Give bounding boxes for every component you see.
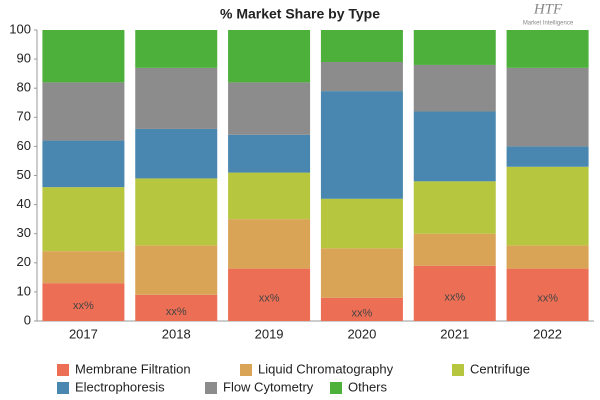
value-label: xx% — [352, 307, 373, 319]
legend-label: Membrane Filtration — [75, 361, 191, 376]
value-label: xx% — [166, 306, 187, 318]
x-tick-label: 2022 — [533, 326, 562, 341]
x-tick-label: 2020 — [347, 326, 376, 341]
legend-label: Others — [348, 379, 388, 394]
x-tick-label: 2021 — [440, 326, 469, 341]
y-tick-label: 100 — [9, 21, 31, 36]
y-tick-label: 80 — [17, 80, 31, 95]
bar-segment — [228, 219, 311, 269]
bar-segment — [506, 67, 589, 147]
bar-segment — [228, 134, 311, 173]
legend-swatch — [452, 364, 464, 376]
bar-segment — [506, 268, 589, 321]
y-tick-label: 50 — [17, 167, 31, 182]
bar-segment — [506, 30, 589, 68]
value-label: xx% — [444, 291, 465, 303]
bar-segment — [413, 111, 496, 182]
legend-label: Liquid Chromatography — [258, 361, 394, 376]
legend-label: Electrophoresis — [75, 379, 165, 394]
bar-segment — [228, 82, 311, 135]
y-tick-label: 60 — [17, 138, 31, 153]
bar-segment — [228, 30, 311, 83]
value-label: xx% — [537, 293, 558, 305]
bar-segment — [135, 128, 218, 179]
logo-name: HTF — [533, 1, 563, 17]
bar-segment — [413, 30, 496, 65]
bar-segment — [413, 64, 496, 112]
bar-segment — [135, 294, 218, 321]
x-tick-label: 2018 — [162, 326, 191, 341]
value-label: xx% — [259, 293, 280, 305]
bar-segment — [135, 67, 218, 129]
legend-swatch — [240, 364, 252, 376]
x-tick-label: 2019 — [255, 326, 284, 341]
bar-segment — [413, 265, 496, 321]
legend-swatch — [205, 382, 217, 394]
bar-segment — [320, 297, 403, 321]
bar-segment — [320, 198, 403, 249]
bar-segment — [42, 30, 125, 83]
bar-segment — [320, 91, 403, 199]
bar-segment — [42, 140, 125, 188]
chart-title: % Market Share by Type — [220, 6, 380, 22]
bar-segment — [42, 283, 125, 321]
bar-segment — [42, 251, 125, 284]
bar-segment — [42, 187, 125, 252]
y-tick-label: 40 — [17, 196, 31, 211]
bar-segment — [413, 233, 496, 266]
legend-swatch — [330, 382, 342, 394]
bar-segment — [135, 30, 218, 68]
legend-label: Flow Cytometry — [223, 379, 314, 394]
bar-segment — [506, 245, 589, 269]
bar-segment — [228, 172, 311, 220]
bar-segment — [228, 268, 311, 321]
y-tick-label: 0 — [24, 312, 31, 327]
y-tick-label: 20 — [17, 254, 31, 269]
bar-segment — [320, 62, 403, 92]
bar-segment — [506, 166, 589, 246]
value-label: xx% — [73, 300, 94, 312]
bar-segment — [42, 82, 125, 141]
bar-segment — [135, 178, 218, 246]
legend-label: Centrifuge — [470, 361, 530, 376]
bar-segment — [320, 30, 403, 63]
y-tick-label: 70 — [17, 109, 31, 124]
bar-segment — [320, 248, 403, 298]
bar-segment — [135, 245, 218, 295]
x-tick-label: 2017 — [69, 326, 98, 341]
bar-segment — [506, 146, 589, 167]
y-tick-label: 10 — [17, 283, 31, 298]
legend-swatch — [57, 364, 69, 376]
y-tick-label: 30 — [17, 225, 31, 240]
y-tick-label: 90 — [17, 51, 31, 66]
legend-swatch — [57, 382, 69, 394]
logo-tagline: Market Intelligence — [523, 21, 574, 27]
bar-segment — [413, 181, 496, 234]
